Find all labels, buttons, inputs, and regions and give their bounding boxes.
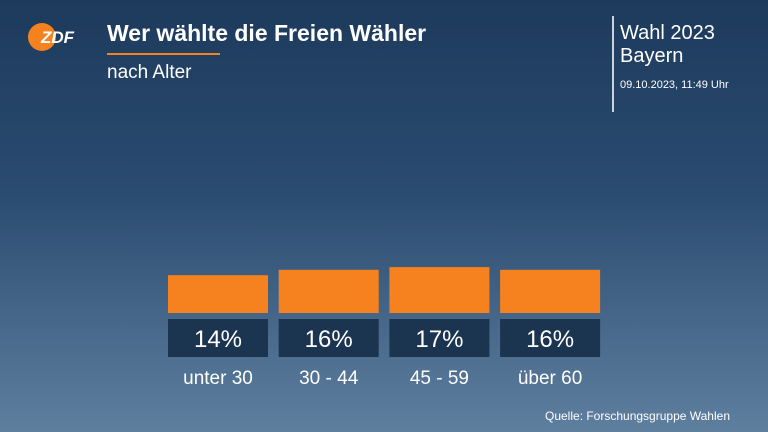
chart-title: Wer wählte die Freien Wähler [107, 20, 427, 46]
category-label-2: 30 - 44 [299, 368, 359, 389]
bar-2 [278, 269, 379, 313]
bar-4 [500, 269, 601, 313]
election-info: Wahl 2023 Bayern [620, 22, 715, 68]
value-label-1: 14% [194, 326, 242, 353]
logo-text: ZDF [40, 28, 75, 47]
timestamp: 09.10.2023, 11:49 Uhr [620, 79, 729, 91]
header-divider [612, 16, 614, 112]
title-underline [107, 53, 220, 55]
election-region: Bayern [620, 45, 684, 67]
value-label-box-1 [168, 319, 268, 357]
chart-subtitle: nach Alter [107, 62, 192, 83]
category-label-1: unter 30 [183, 368, 253, 389]
zdf-logo: ZDF [28, 23, 75, 51]
category-label-3: 45 - 59 [410, 368, 469, 389]
value-label-4: 16% [526, 326, 574, 353]
election-name: Wahl 2023 [620, 22, 715, 44]
source-note: Quelle: Forschungsgruppe Wahlen [545, 409, 730, 423]
bar-1 [168, 275, 268, 313]
category-label-4: über 60 [518, 368, 582, 389]
value-label-box-2 [278, 319, 379, 357]
bar-3 [389, 267, 490, 313]
value-label-box-4 [500, 319, 601, 357]
value-label-3: 17% [415, 326, 463, 353]
value-label-box-3 [389, 319, 490, 357]
value-label-2: 16% [305, 326, 353, 353]
